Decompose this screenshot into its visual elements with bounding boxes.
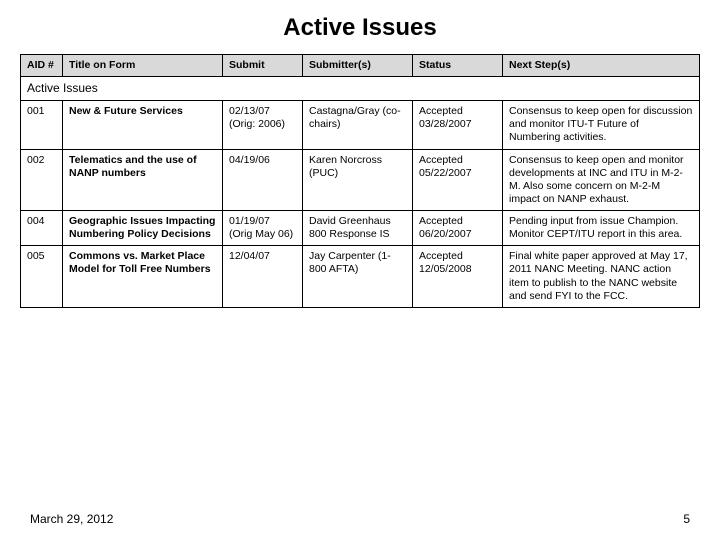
cell-submitter: Karen Norcross (PUC) bbox=[303, 149, 413, 211]
cell-status: Accepted 06/20/2007 bbox=[413, 211, 503, 246]
cell-next: Pending input from issue Champion. Monit… bbox=[503, 211, 700, 246]
cell-aid: 002 bbox=[21, 149, 63, 211]
cell-submit: 01/19/07 (Orig May 06) bbox=[223, 211, 303, 246]
section-label: Active Issues bbox=[21, 77, 700, 101]
footer: March 29, 2012 5 bbox=[30, 512, 690, 526]
cell-status: Accepted 12/05/2008 bbox=[413, 246, 503, 308]
cell-submit: 04/19/06 bbox=[223, 149, 303, 211]
col-submitter: Submitter(s) bbox=[303, 55, 413, 77]
cell-title: Geographic Issues Impacting Numbering Po… bbox=[63, 211, 223, 246]
cell-next: Consensus to keep open and monitor devel… bbox=[503, 149, 700, 211]
cell-aid: 005 bbox=[21, 246, 63, 308]
cell-submit: 02/13/07 (Orig: 2006) bbox=[223, 101, 303, 149]
footer-page: 5 bbox=[683, 512, 690, 526]
cell-title: Commons vs. Market Place Model for Toll … bbox=[63, 246, 223, 308]
cell-submit: 12/04/07 bbox=[223, 246, 303, 308]
section-row: Active Issues bbox=[21, 77, 700, 101]
issues-table: AID # Title on Form Submit Submitter(s) … bbox=[20, 54, 700, 308]
cell-next: Final white paper approved at May 17, 20… bbox=[503, 246, 700, 308]
col-submit: Submit bbox=[223, 55, 303, 77]
footer-date: March 29, 2012 bbox=[30, 512, 113, 526]
col-next: Next Step(s) bbox=[503, 55, 700, 77]
cell-submitter: David Greenhaus 800 Response IS bbox=[303, 211, 413, 246]
cell-title: Telematics and the use of NANP numbers bbox=[63, 149, 223, 211]
cell-aid: 004 bbox=[21, 211, 63, 246]
slide: Active Issues AID # Title on Form Submit… bbox=[0, 0, 720, 540]
col-status: Status bbox=[413, 55, 503, 77]
table-row: 001 New & Future Services 02/13/07 (Orig… bbox=[21, 101, 700, 149]
cell-aid: 001 bbox=[21, 101, 63, 149]
cell-status: Accepted 03/28/2007 bbox=[413, 101, 503, 149]
col-aid: AID # bbox=[21, 55, 63, 77]
cell-submitter: Castagna/Gray (co-chairs) bbox=[303, 101, 413, 149]
cell-title: New & Future Services bbox=[63, 101, 223, 149]
cell-status: Accepted 05/22/2007 bbox=[413, 149, 503, 211]
page-title: Active Issues bbox=[20, 14, 700, 42]
cell-next: Consensus to keep open for discussion an… bbox=[503, 101, 700, 149]
col-title: Title on Form bbox=[63, 55, 223, 77]
cell-submitter: Jay Carpenter (1-800 AFTA) bbox=[303, 246, 413, 308]
table-row: 005 Commons vs. Market Place Model for T… bbox=[21, 246, 700, 308]
table-row: 004 Geographic Issues Impacting Numberin… bbox=[21, 211, 700, 246]
table-header-row: AID # Title on Form Submit Submitter(s) … bbox=[21, 55, 700, 77]
table-row: 002 Telematics and the use of NANP numbe… bbox=[21, 149, 700, 211]
